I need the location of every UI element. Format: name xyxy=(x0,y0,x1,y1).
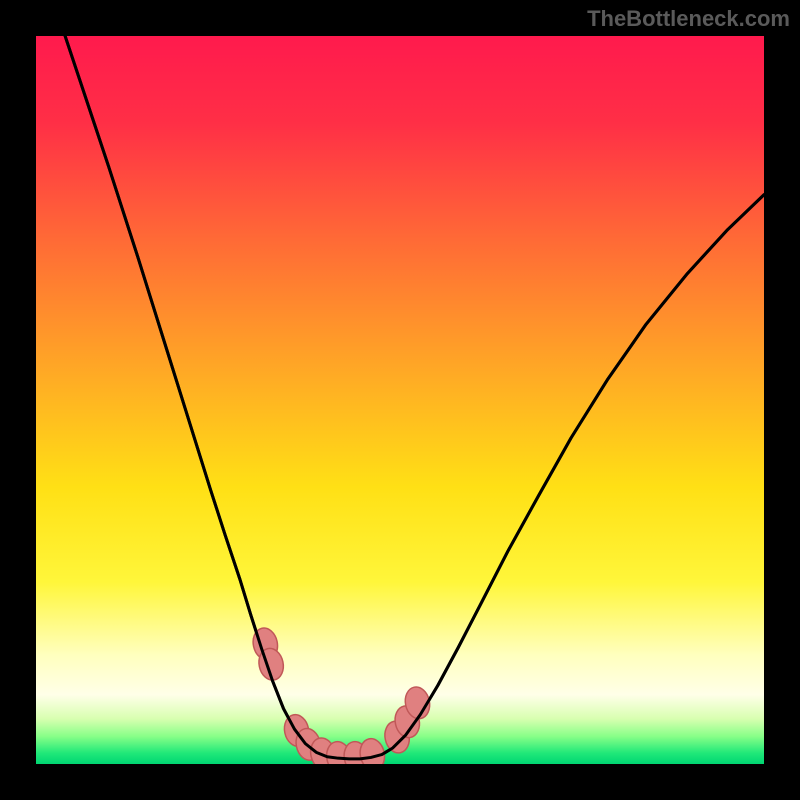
watermark: TheBottleneck.com xyxy=(587,6,790,32)
chart-root: TheBottleneck.com xyxy=(0,0,800,800)
gradient-background xyxy=(36,36,764,764)
plot-area xyxy=(36,36,764,764)
